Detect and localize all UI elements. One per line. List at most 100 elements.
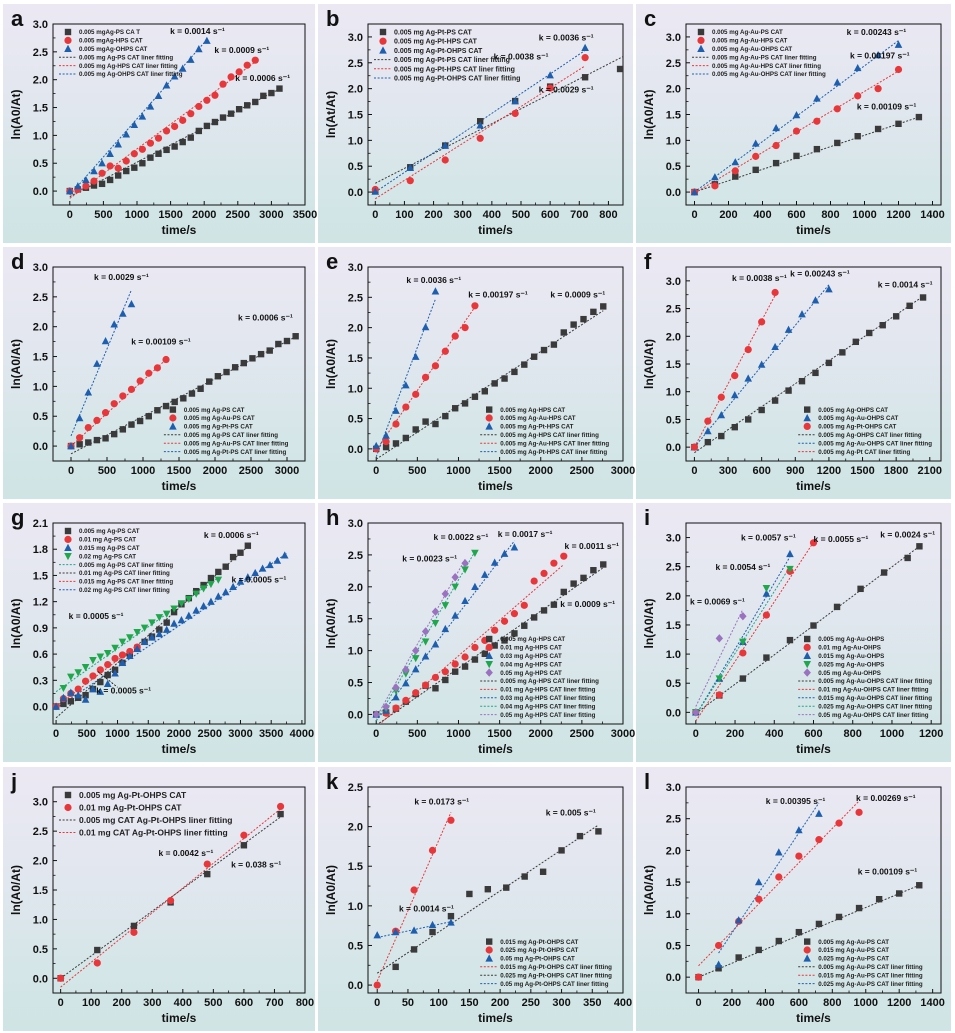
data-point: [711, 173, 719, 181]
data-point: [162, 625, 171, 633]
legend-item: 0.005 mg Ag-Au-PS CAT: [169, 414, 255, 422]
legend-label: 0.005 mg Ag-Pt-OHPS CAT liner fitting: [394, 75, 520, 82]
plot-area: [371, 43, 623, 200]
data-point: [59, 684, 68, 693]
data-point: [185, 595, 193, 604]
series-green: [59, 576, 223, 693]
rate-constant-label: k = 0.0006 s⁻¹: [235, 73, 290, 83]
data-point: [815, 836, 823, 844]
legend-marker: [485, 661, 493, 669]
data-point: [268, 89, 275, 97]
data-point: [461, 663, 469, 670]
y-tick-label: 2.0: [33, 322, 48, 334]
legend-item: 0.025 mg Ag-Au-PS CAT: [803, 954, 889, 963]
data-point: [490, 558, 499, 566]
x-tick-label: 800: [844, 728, 862, 740]
x-tick-label: 800: [823, 997, 841, 1009]
legend-label: 0.015 mg Ag-Pt-OHPS CAT liner fitting: [500, 964, 612, 971]
legend-marker: [803, 668, 811, 677]
y-axis-title: ln(At/At): [324, 91, 338, 138]
data-point: [177, 616, 186, 624]
legend-label: 0.005 mgAg-HPS CAT: [79, 38, 143, 45]
data-point: [825, 359, 833, 367]
data-point: [211, 91, 219, 99]
data-point: [771, 342, 779, 351]
data-point: [276, 802, 285, 811]
rate-constant-label: k = 0.0017 s⁻¹: [498, 529, 553, 539]
series-blue: [66, 36, 211, 195]
fit-line: [70, 289, 132, 437]
data-point: [853, 63, 862, 72]
data-point: [67, 673, 75, 681]
legend-item: 0.03 mg Ag-HPS CAT: [485, 651, 562, 660]
x-tick-label: 500: [94, 209, 112, 221]
panel-label: d: [11, 249, 24, 274]
x-axis-title: time/s: [162, 742, 197, 756]
data-point: [66, 187, 74, 195]
y-axis-title: ln(A0/At): [642, 339, 656, 389]
panel-l: l 0 200 400 600 800 1000 1200 1400 0.0 0.5 1.0 1.5 2.…: [636, 767, 951, 1031]
legend-label: 0.005 mg Ag-HPS CAT: [500, 407, 565, 414]
data-point: [111, 644, 119, 652]
legend-item: 0.005 mg Ag-HPS CAT liner fitting: [480, 678, 599, 685]
legend-item: 0.01 mg Ag-PS CAT liner fitting: [59, 570, 170, 577]
data-point: [187, 110, 195, 118]
x-tick-label: 350: [583, 997, 601, 1009]
data-point: [240, 359, 247, 367]
legend-item: 0.015 mg Ag-Pt-OHPS CAT liner fitting: [480, 964, 612, 971]
x-tick-label: 1500: [487, 728, 511, 740]
x-tick-label: 900: [786, 465, 804, 477]
data-point: [539, 868, 547, 875]
legend-item: 0.005 mg Ag-Au-OHPS CAT liner fitting: [692, 71, 826, 78]
data-point: [131, 164, 138, 171]
data-point: [154, 407, 161, 414]
y-tick-label: 2.0: [666, 331, 681, 343]
x-tick-label: 2000: [528, 728, 552, 740]
y-tick-label: 0.5: [666, 414, 681, 426]
plot-area: [372, 287, 607, 460]
data-point: [481, 388, 489, 395]
data-point: [739, 638, 747, 646]
data-point: [104, 671, 111, 679]
x-tick-label: 0: [373, 465, 379, 477]
legend-marker: [485, 422, 493, 430]
legend-label: 0.01 mg Ag-Au-OHPS CAT liner fitting: [818, 687, 929, 694]
legend-item: 0.005 mg Ag-HPS CAT: [486, 635, 565, 643]
data-point: [84, 388, 93, 396]
x-tick-label: 3500: [259, 728, 283, 740]
x-tick-label: 200: [726, 728, 744, 740]
series-red: [694, 808, 863, 981]
data-point: [154, 91, 163, 100]
legend-label: 0.005 mg Ag-Au-PS CAT liner fitting: [184, 440, 289, 447]
y-tick-label: 2.0: [348, 822, 363, 834]
x-tick-label: 300: [454, 209, 472, 221]
data-point: [550, 559, 558, 567]
data-point: [560, 588, 567, 596]
y-tick-label: 1.5: [348, 614, 363, 626]
data-point: [104, 660, 112, 669]
data-point: [809, 539, 818, 547]
data-point: [441, 602, 450, 610]
panel-label: l: [644, 769, 650, 794]
y-tick-label: 2.0: [666, 84, 681, 96]
data-point: [461, 559, 469, 568]
data-point: [447, 912, 455, 920]
x-tick-label: 1400: [920, 209, 944, 221]
data-point: [133, 644, 142, 653]
legend: 0.005 mgAg-PS CA T0.005 mgAg-HPS CAT0.00…: [59, 28, 183, 78]
data-point: [792, 127, 801, 135]
data-point: [481, 650, 489, 658]
data-point: [227, 110, 235, 117]
plot-area: [67, 289, 299, 455]
legend-label: 0.01 mg Ag-HPS CAT: [500, 645, 562, 652]
data-point: [521, 873, 528, 880]
y-tick-label: 1.5: [33, 570, 48, 582]
legend-label: 0.015 mg Ag-Au-OHPS CAT liner fitting: [818, 695, 932, 702]
y-tick-label: 0.0: [33, 973, 48, 985]
data-point: [162, 355, 170, 364]
x-tick-label: 1500: [136, 728, 160, 740]
rate-constant-label: k = 0.0029 s⁻¹: [539, 84, 594, 94]
data-point: [204, 870, 211, 878]
data-point: [240, 842, 248, 849]
data-point: [751, 139, 760, 147]
